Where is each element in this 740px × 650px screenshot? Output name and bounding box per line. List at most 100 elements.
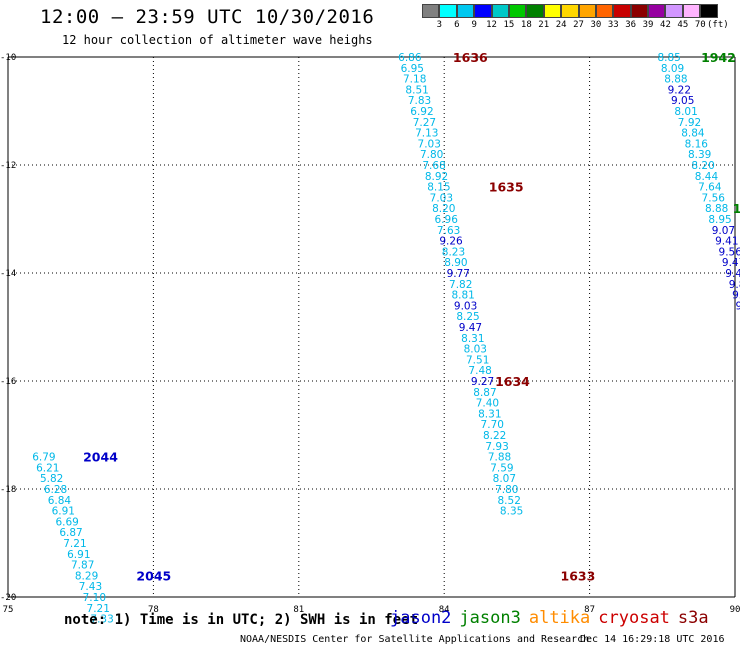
wave-height-label: 8.88 [664,74,687,86]
wave-height-label: 8.44 [695,171,719,183]
wave-height-label: 9.03 [454,300,477,312]
pass-time-label: 1633 [561,568,596,583]
wave-height-label: 9.77 [447,268,470,280]
wave-height-label: 8.31 [478,408,501,420]
wave-height-label: 6.69 [55,516,78,528]
y-tick-label: -10 [0,53,16,63]
wave-height-label: 6.28 [44,484,67,496]
wave-height-label: 7.92 [678,117,701,129]
y-tick-label: -18 [0,485,16,495]
wave-height-label: 8.07 [493,473,516,485]
wave-height-label: 7.03 [430,192,453,204]
wave-height-label: 7.13 [415,128,438,140]
legend-swatch [648,4,666,18]
legend-labels: 3 6 9 12 15 18 21 24 27 30 33 36 39 42 45 70 [422,20,718,30]
wave-height-label: 9.47 [459,322,482,334]
legend-swatch [526,4,544,18]
wave-height-label: 8.92 [425,171,448,183]
wave-height-label: 6.84 [48,495,72,507]
legend-label: 3 [436,20,443,30]
wave-height-label: 9.44 [725,268,740,280]
wave-height-label: 9.41 [715,236,738,248]
page-title: 12:00 – 23:59 UTC 10/30/2016 [40,6,375,28]
pass-time-label: 19 [733,201,740,216]
grid-layer [7,56,736,598]
legend-label: 30 [590,20,602,30]
legend-swatch [682,4,701,18]
wave-height-label: 9.56 [719,246,740,258]
x-tick-label: 84 [439,605,450,615]
wave-height-label: 6.21 [36,462,59,474]
wave-height-label: 6.79 [32,452,55,464]
wave-height-label: 7.48 [468,365,491,377]
wave-height-label: 7.21 [63,538,86,550]
wave-height-label: 7.88 [488,452,511,464]
wave-height-label: 7.56 [702,192,726,204]
legend-swatch [422,4,440,18]
wave-height-label: 6.91 [52,506,75,518]
wave-height-label: 9.82 [729,279,740,291]
wave-height-label: 8.01 [674,106,697,118]
legend-swatch [474,4,492,18]
pass-time-label: 1636 [453,50,488,65]
wave-height-label: 9.05 [671,95,694,107]
wave-height-label: 8.87 [473,387,496,399]
wave-height-label: 6.96 [435,214,459,226]
wave-height-label: 8.88 [705,203,728,215]
legend-swatch [543,4,562,18]
legend-unit: (ft) [707,20,729,30]
wave-height-label: 10.5 [739,311,740,323]
wave-height-label: 9.27 [471,376,494,388]
satellite-legend-altika: altika [528,608,591,628]
legend-label: 39 [642,20,654,30]
footer-credit: NOAA/NESDIS Center for Satellite Applica… [240,634,590,645]
wave-height-label: 7.87 [71,560,94,572]
wave-height-label: 8.81 [451,290,474,302]
wave-height-label: 7.51 [466,354,489,366]
wave-height-label: 8.03 [464,344,487,356]
legend-swatch [613,4,631,18]
satellite-legend-cryosat: cryosat [598,608,670,628]
wave-height-label: 8.09 [661,63,684,75]
satellite-legend: jason2 jason3 altika cryosat s3a [390,608,717,628]
wave-height-label: 6.87 [59,527,82,539]
wave-height-label: 8.39 [688,149,711,161]
legend-label: 15 [503,20,515,30]
wave-height-label: 7.10 [83,592,106,604]
wave-height-label: 6.86 [398,52,422,64]
wave-height-label: 8.25 [456,311,479,323]
wave-height-label: 9.26 [439,236,463,248]
pass-time-label: 2044 [83,450,118,465]
tick-layer: 75 78 81 84 87 90 -10 -12 -14 -16 -18 -20 [0,53,740,615]
wave-height-label: 7.64 [698,182,722,194]
y-tick-label: -16 [0,377,16,387]
x-tick-label: 78 [148,605,159,615]
legend-label: 70 [694,20,706,30]
wave-height-label: 8.90 [444,257,467,269]
satellite-legend-jason3: jason3 [459,608,521,628]
wave-height-label: 8.52 [498,495,521,507]
legend-swatch [665,4,683,18]
page-subtitle: 12 hour collection of altimeter wave hei… [62,33,373,47]
wave-height-label: 8.23 [442,246,465,258]
wave-height-label: 7.80 [420,149,443,161]
satellite-legend-jason2: jason2 [390,608,452,628]
wave-height-label: 7.03 [418,138,441,150]
legend-swatches [422,4,718,18]
wave-height-label: 8.31 [461,333,484,345]
legend-swatch [700,4,718,18]
legend-swatch [491,4,509,18]
color-scale-legend: 3 6 9 12 15 18 21 24 27 30 33 36 39 42 45 70 [422,4,718,30]
wave-height-label: 7.68 [422,160,445,172]
wave-height-label: 7.27 [413,117,436,129]
legend-label: 9 [471,20,477,30]
wave-height-label: 5.82 [40,473,63,485]
satellite-legend-s3a: s3a [677,608,709,628]
wave-height-label: 8.84 [681,128,705,140]
wave-height-label: 6.95 [401,63,424,75]
wave-height-label: 7.93 [485,441,508,453]
legend-swatch [595,4,614,18]
wave-height-label: 7.83 [408,95,431,107]
pass-time-label: 1635 [489,180,524,195]
legend-label: 24 [555,20,567,30]
